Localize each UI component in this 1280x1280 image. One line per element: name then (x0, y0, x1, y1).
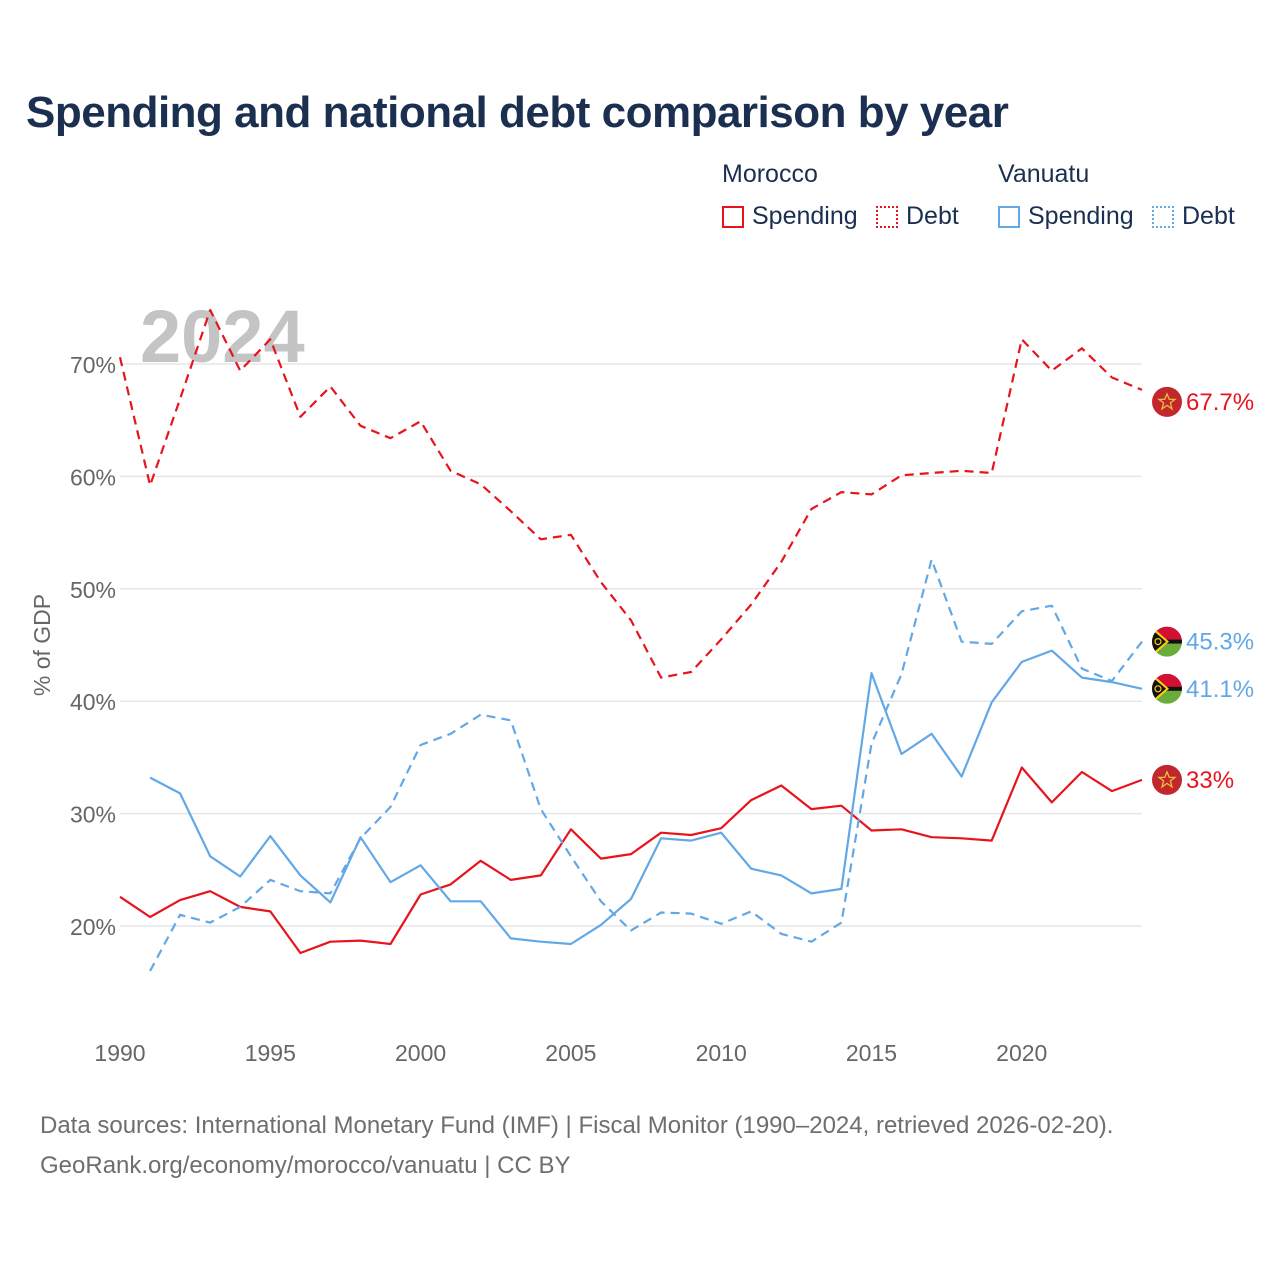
series-line-vanuatu-spending[interactable] (149, 649, 1143, 946)
chart-title: Spending and national debt comparison by… (26, 88, 1009, 137)
x-tick-label: 2020 (996, 1040, 1047, 1066)
series-line-morocco-debt[interactable] (118, 308, 1143, 679)
morocco-flag-icon (1152, 386, 1182, 417)
legend-label: Spending (1028, 202, 1134, 230)
morocco-flag-icon (1152, 764, 1182, 795)
legend-label: Debt (1182, 202, 1235, 230)
y-tick-label: 60% (70, 464, 116, 490)
legend-group-title: Morocco (722, 160, 818, 188)
y-tick-label: 30% (70, 802, 116, 828)
legend-label: Spending (752, 202, 858, 230)
gridlines (120, 363, 1142, 927)
vanuatu-flag-icon (1152, 626, 1182, 657)
vanuatu-flag-icon (1152, 673, 1182, 704)
footer-sources: Data sources: International Monetary Fun… (40, 1112, 1114, 1139)
footer: Data sources: International Monetary Fun… (40, 1106, 1113, 1186)
end-value-label: 67.7% (1186, 389, 1254, 416)
y-tick-label: 40% (70, 689, 116, 715)
end-value-label: 33% (1186, 767, 1234, 794)
footer-attribution: GeoRank.org/economy/morocco/vanuatu | CC… (40, 1152, 571, 1179)
series-line-vanuatu-debt[interactable] (149, 558, 1143, 972)
x-tick-label: 1995 (245, 1040, 296, 1066)
end-labels: 67.7% 33% 45.3% 41.1% (1152, 386, 1254, 795)
legend-swatch-solid (998, 205, 1020, 228)
y-tick-label: 70% (70, 352, 116, 378)
legend-item-vanuatu-spending[interactable]: Spending (998, 202, 1134, 231)
legend-group-title: Vanuatu (998, 160, 1090, 188)
legend-item-morocco-debt[interactable]: Debt (876, 202, 959, 231)
y-tick-label: 50% (70, 577, 116, 603)
x-tick-label: 1990 (94, 1040, 145, 1066)
x-axis: 1990 1995 2000 2005 2010 2015 2020 (94, 1040, 1047, 1066)
end-value-label: 41.1% (1186, 676, 1254, 703)
series (118, 308, 1143, 972)
legend-swatch-dashed (1152, 205, 1174, 228)
y-axis: 20% 30% 40% 50% 60% 70% (70, 352, 116, 940)
x-tick-label: 2015 (846, 1040, 897, 1066)
legend-swatch-dashed (876, 205, 898, 228)
y-tick-label: 20% (70, 914, 116, 940)
end-value-label: 45.3% (1186, 629, 1254, 656)
y-axis-title: % of GDP (29, 594, 55, 696)
legend-item-morocco-spending[interactable]: Spending (722, 202, 858, 231)
series-line-morocco-spending[interactable] (119, 766, 1143, 955)
legend-label: Debt (906, 202, 959, 230)
legend-item-vanuatu-debt[interactable]: Debt (1152, 202, 1235, 231)
x-tick-label: 2005 (545, 1040, 596, 1066)
x-tick-label: 2010 (696, 1040, 747, 1066)
legend-swatch-solid (722, 205, 744, 228)
x-tick-label: 2000 (395, 1040, 446, 1066)
